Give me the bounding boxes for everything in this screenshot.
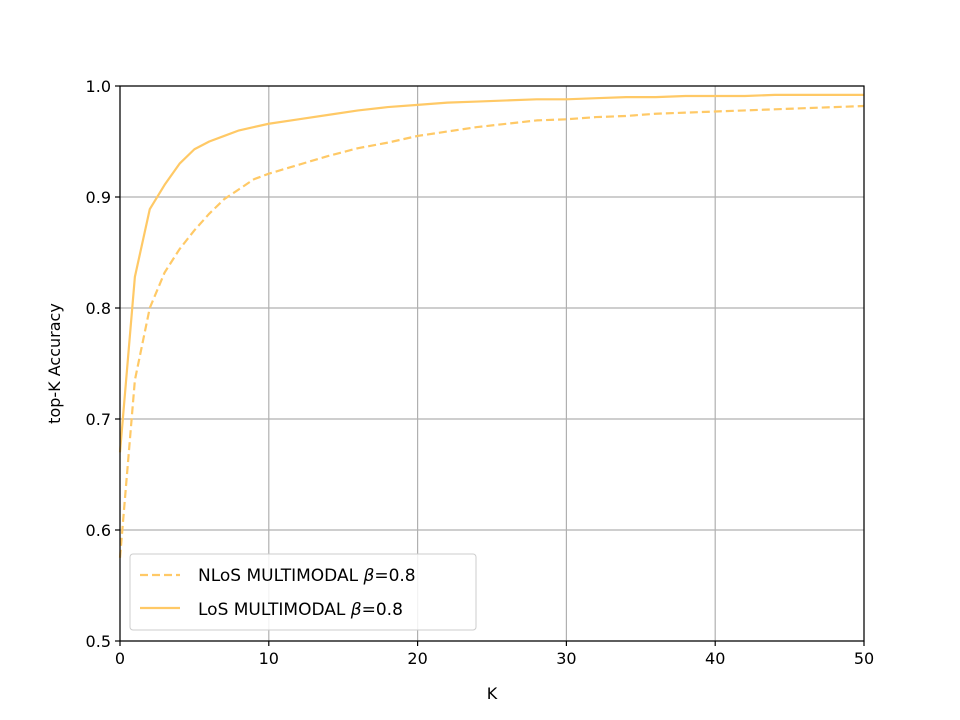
y-tick-label: 0.7 bbox=[86, 410, 111, 429]
series-line-nlos bbox=[118, 104, 865, 558]
x-tick-label: 40 bbox=[705, 649, 725, 668]
plot-area bbox=[120, 86, 864, 641]
x-tick-label: 50 bbox=[854, 649, 874, 668]
ticks: 0 10 20 30 40 50 0.5 0.6 0.7 0.8 0.9 1.0 bbox=[86, 77, 875, 668]
plot-frame bbox=[119, 85, 865, 642]
y-tick-label: 0.8 bbox=[86, 299, 111, 318]
legend-label-nlos: NLoS MULTIMODAL β=0.8 bbox=[198, 566, 416, 586]
legend: NLoS MULTIMODAL β=0.8 LoS MULTIMODAL β=0… bbox=[129, 553, 477, 631]
y-tick-label: 0.6 bbox=[86, 521, 111, 540]
x-axis-label: K bbox=[487, 684, 498, 703]
x-tick-label: 20 bbox=[407, 649, 427, 668]
series-line-los bbox=[118, 93, 864, 453]
y-tick-label: 1.0 bbox=[86, 77, 111, 96]
x-tick-label: 30 bbox=[556, 649, 576, 668]
x-tick-label: 0 bbox=[115, 649, 125, 668]
series-layer bbox=[118, 93, 865, 558]
legend-label-los: LoS MULTIMODAL β=0.8 bbox=[198, 600, 403, 620]
y-tick-label: 0.5 bbox=[86, 632, 111, 651]
legend-box bbox=[129, 553, 477, 631]
y-tick-label: 0.9 bbox=[86, 188, 111, 207]
x-tick-label: 10 bbox=[259, 649, 279, 668]
y-axis-label: top-K Accuracy bbox=[45, 303, 64, 424]
